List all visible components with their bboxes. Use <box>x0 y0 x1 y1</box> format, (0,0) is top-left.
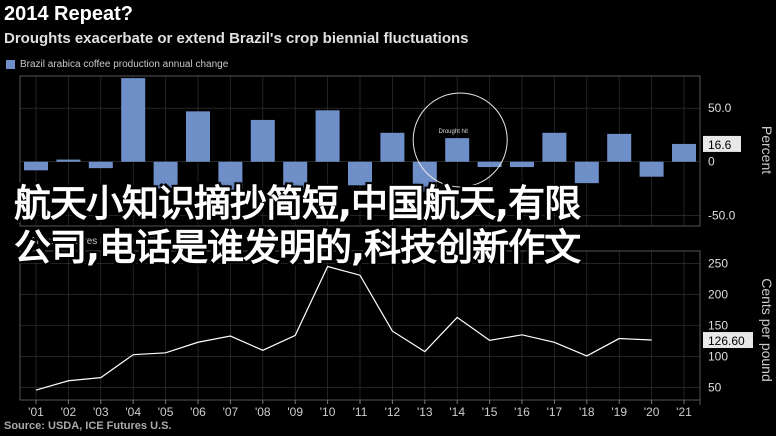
drought-annotation: Drought hit <box>439 129 469 135</box>
bar <box>412 161 437 192</box>
line-last-value-label: 126.60 <box>708 334 745 348</box>
line-y-tick-label: 100 <box>708 350 728 364</box>
bar <box>380 132 405 162</box>
line-y-tick-label: 200 <box>708 287 728 301</box>
x-tick-label: '03 <box>93 405 109 419</box>
x-tick-label: '20 <box>644 405 660 419</box>
bar <box>283 161 308 190</box>
bar-y-tick-label: 0 <box>708 155 715 169</box>
bar-y-tick-label: -50.0 <box>708 208 736 222</box>
bar <box>218 161 243 196</box>
bar <box>315 110 340 162</box>
bar <box>88 161 113 169</box>
bar <box>445 138 470 162</box>
line-last-value-tag <box>703 332 753 349</box>
bar <box>186 111 210 162</box>
line-legend-label: Arabica futures N.Y. (cents/lb) <box>30 236 162 247</box>
bar <box>542 132 567 162</box>
x-tick-label: '17 <box>547 405 563 419</box>
x-tick-label: '06 <box>190 405 206 419</box>
bar-y-tick-label: 50.0 <box>708 101 732 115</box>
x-tick-label: '07 <box>223 405 239 419</box>
x-tick-label: '04 <box>125 405 141 419</box>
x-tick-label: '12 <box>385 405 401 419</box>
x-tick-label: '02 <box>61 405 77 419</box>
x-tick-label: '16 <box>514 405 530 419</box>
source-note: Source: USDA, ICE Futures U.S. <box>4 420 172 432</box>
bar <box>121 78 146 162</box>
bar <box>639 161 664 177</box>
chart-title: 2014 Repeat? <box>4 3 133 25</box>
bar-last-value-label: 16.6 <box>708 138 732 152</box>
drought-circle <box>412 92 508 188</box>
x-tick-label: '19 <box>611 405 627 419</box>
line-y-tick-label: 50 <box>708 381 722 395</box>
chart-subtitle: Droughts exacerbate or extend Brazil's c… <box>4 30 469 47</box>
x-tick-label: '14 <box>449 405 465 419</box>
arabica-price-line <box>35 265 652 391</box>
line-y-tick-label: 150 <box>708 319 728 333</box>
overlay-text-line-1: 航天小知识摘抄简短,中国航天,有限 <box>14 182 581 225</box>
bar-y-axis-label: Percent <box>759 126 775 174</box>
bar-legend-swatch <box>6 60 15 69</box>
x-tick-label: '11 <box>353 405 368 419</box>
bar-legend-label: Brazil arabica coffee production annual … <box>20 59 229 70</box>
x-tick-label: '01 <box>28 405 44 419</box>
bar <box>574 161 599 184</box>
bar <box>24 161 48 171</box>
bar <box>56 159 81 162</box>
bar <box>477 161 502 168</box>
line-y-axis-label: Cents per pound <box>759 278 775 382</box>
bar <box>672 143 696 162</box>
bar <box>348 161 372 186</box>
x-tick-label: '05 <box>158 405 174 419</box>
x-tick-label: '10 <box>320 405 336 419</box>
x-tick-label: '08 <box>255 405 271 419</box>
bar <box>607 133 632 162</box>
x-tick-label: '21 <box>676 405 692 419</box>
x-tick-label: '13 <box>417 405 433 419</box>
bar <box>510 161 534 168</box>
bar-last-value-tag <box>703 135 741 152</box>
bar <box>250 119 275 162</box>
bar-legend: Brazil arabica coffee production annual … <box>6 59 228 70</box>
x-tick-label: '09 <box>287 405 303 419</box>
line-y-tick-label: 250 <box>708 256 728 270</box>
overlay-text-line-2: 公司,电话是谁发明的,科技创新作文 <box>14 226 581 269</box>
x-tick-label: '18 <box>579 405 595 419</box>
bar <box>153 161 178 189</box>
x-tick-label: '15 <box>482 405 498 419</box>
